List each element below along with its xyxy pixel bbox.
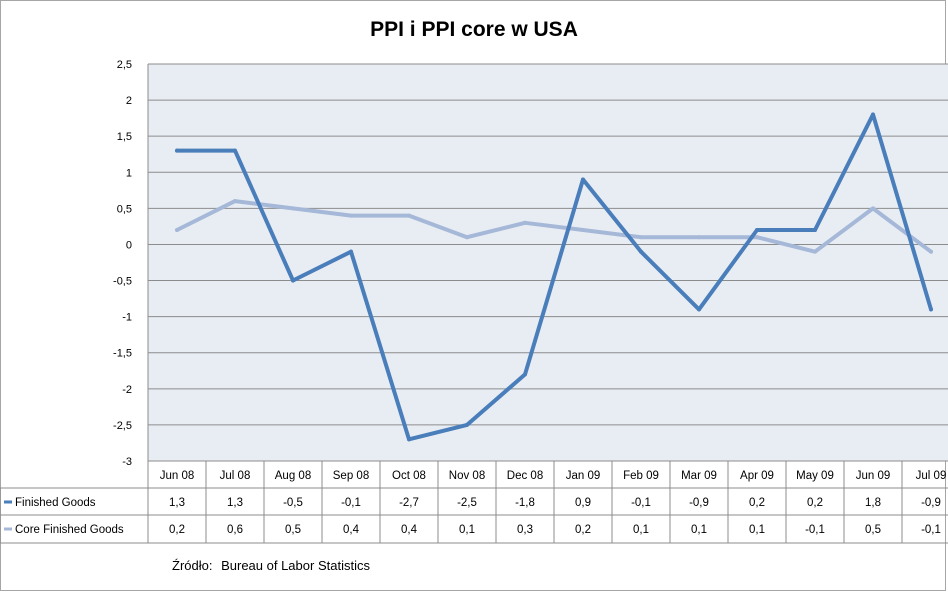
legend-label: Core Finished Goods xyxy=(15,524,124,536)
plot-background xyxy=(148,64,948,461)
x-tick-label: Jul 09 xyxy=(916,470,947,482)
data-label: 0,1 xyxy=(633,524,649,536)
x-tick-label: Aug 08 xyxy=(275,470,311,482)
data-label: 1,8 xyxy=(865,497,881,509)
data-label: -0,1 xyxy=(921,524,941,536)
chart-title: PPI i PPI core w USA xyxy=(370,18,578,41)
y-tick-label: 1,5 xyxy=(117,131,132,143)
source-text: Bureau of Labor Statistics xyxy=(221,558,370,573)
data-point xyxy=(233,199,237,204)
x-tick-label: Feb 09 xyxy=(623,470,659,482)
data-point xyxy=(465,235,469,240)
data-point xyxy=(291,278,295,283)
y-tick-label: -0,5 xyxy=(113,276,132,288)
data-label: 0,6 xyxy=(227,524,243,536)
data-point xyxy=(871,206,875,211)
series-line-finished-goods xyxy=(175,112,933,442)
x-tick-label: Jun 09 xyxy=(856,470,891,482)
data-label: -2,7 xyxy=(399,497,419,509)
data-point xyxy=(813,228,817,233)
series-line-core-finished-goods xyxy=(175,199,933,254)
legend-label: Finished Goods xyxy=(15,497,96,509)
x-tick-label: Apr 09 xyxy=(740,470,774,482)
data-point xyxy=(175,228,179,233)
data-label: -0,1 xyxy=(631,497,651,509)
data-point xyxy=(523,220,527,225)
data-point xyxy=(349,249,353,254)
data-table: Jun 08 Jul 08 Aug 08 Sep 08 Oct 08 Nov 08 Dec … xyxy=(0,460,948,544)
data-label: 0,2 xyxy=(169,524,185,536)
data-point xyxy=(465,422,469,427)
data-point xyxy=(523,372,527,377)
data-label: 1,3 xyxy=(227,497,243,509)
data-label: 0,1 xyxy=(459,524,475,536)
x-tick-label: Mar 09 xyxy=(681,470,717,482)
source-line: Źródło: Bureau of Labor Statistics xyxy=(172,558,375,573)
y-tick-label: -2 xyxy=(122,384,132,396)
x-tick-label: Dec 08 xyxy=(507,470,543,482)
data-point xyxy=(581,228,585,233)
y-tick-label: 0,5 xyxy=(117,203,132,215)
data-label: 0,9 xyxy=(575,497,591,509)
data-label: -0,9 xyxy=(921,497,941,509)
data-point xyxy=(813,249,817,254)
x-tick-label: Jul 08 xyxy=(220,470,251,482)
data-point xyxy=(581,177,585,182)
y-tick-label: -3 xyxy=(122,456,132,468)
plot-area: 2,5 2 1,5 1 0,5 0 -0,5 -1 -1,5 -2 -2,5 -3 xyxy=(113,59,948,468)
data-label: -2,5 xyxy=(457,497,477,509)
x-tick-label: Sep 08 xyxy=(333,470,369,482)
data-label: -0,9 xyxy=(689,497,709,509)
source-label: Źródło: xyxy=(172,558,213,573)
data-point xyxy=(929,249,933,254)
y-tick-label: 2 xyxy=(126,95,132,107)
y-tick-label: -2,5 xyxy=(113,420,132,432)
data-point xyxy=(233,148,237,153)
y-tick-label: 2,5 xyxy=(117,59,132,71)
data-point xyxy=(697,235,701,240)
data-label: 0,1 xyxy=(691,524,707,536)
y-tick-label: 0 xyxy=(126,239,132,251)
data-label: 0,5 xyxy=(285,524,301,536)
x-tick-label: Nov 08 xyxy=(449,470,485,482)
data-point xyxy=(175,148,179,153)
data-label: -0,1 xyxy=(805,524,825,536)
data-label: 0,2 xyxy=(807,497,823,509)
data-label: 0,2 xyxy=(575,524,591,536)
data-label: 0,1 xyxy=(749,524,765,536)
y-tick-label: -1,5 xyxy=(113,348,132,360)
data-label: 0,2 xyxy=(749,497,765,509)
data-point xyxy=(929,307,933,312)
data-point xyxy=(639,249,643,254)
data-label: 0,3 xyxy=(517,524,533,536)
data-label: 0,4 xyxy=(401,524,418,536)
x-tick-label: May 09 xyxy=(796,470,834,482)
data-point xyxy=(755,235,759,240)
y-tick-label: 1 xyxy=(126,167,132,179)
data-label: 1,3 xyxy=(169,497,185,509)
x-tick-label: Jun 08 xyxy=(160,470,195,482)
data-point xyxy=(291,206,295,211)
data-point xyxy=(755,228,759,233)
data-label: 0,4 xyxy=(343,524,360,536)
x-tick-label: Oct 08 xyxy=(392,470,426,482)
data-label: -0,5 xyxy=(283,497,303,509)
data-label: -1,8 xyxy=(515,497,535,509)
data-point xyxy=(639,235,643,240)
data-label: -0,1 xyxy=(341,497,361,509)
data-point xyxy=(407,437,411,442)
data-point xyxy=(349,213,353,218)
data-point xyxy=(871,112,875,117)
data-point xyxy=(697,307,701,312)
data-label: 0,5 xyxy=(865,524,881,536)
y-tick-label: -1 xyxy=(122,312,132,324)
x-tick-label: Jan 09 xyxy=(566,470,601,482)
data-point xyxy=(407,213,411,218)
